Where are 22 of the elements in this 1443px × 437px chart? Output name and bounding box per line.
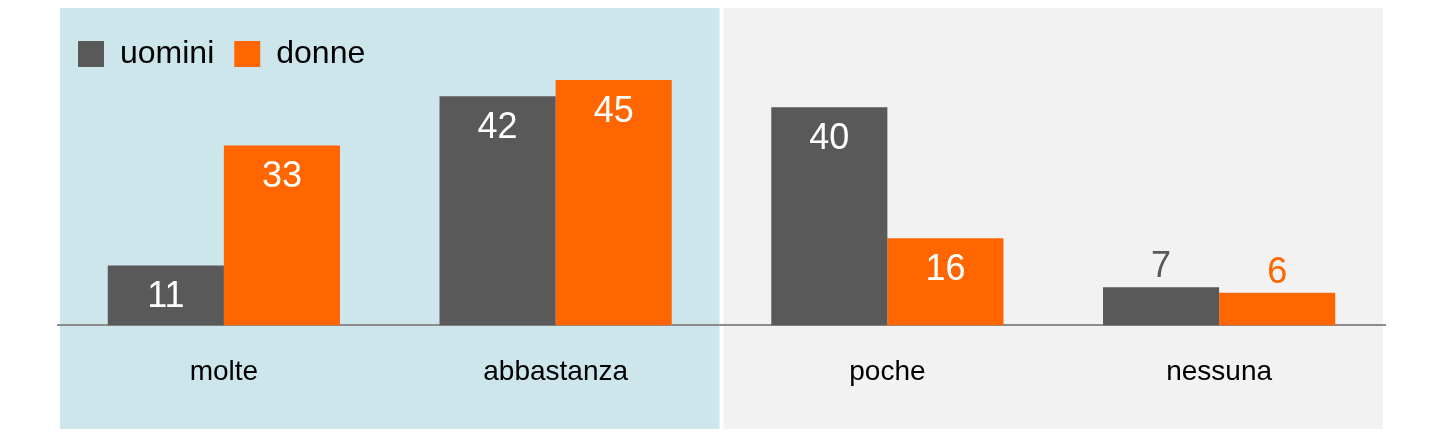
bar [223, 145, 340, 326]
data-label: 6 [1267, 249, 1288, 291]
data-label: 40 [809, 116, 850, 158]
data-label: 45 [593, 88, 634, 130]
bar [1219, 292, 1336, 326]
data-label: 33 [261, 154, 302, 196]
data-label: 42 [477, 105, 518, 147]
bar [439, 96, 556, 326]
legend-label: donne [276, 33, 366, 70]
x-tick-label: abbastanza [483, 354, 629, 386]
x-tick-label: poche [849, 354, 926, 386]
bar [107, 265, 224, 326]
bar [771, 107, 888, 326]
bar [555, 80, 672, 326]
bar [1103, 287, 1220, 326]
data-label: 7 [1151, 244, 1172, 286]
x-tick-label: molte [189, 354, 259, 386]
x-tick-label: nessuna [1166, 354, 1273, 386]
data-label: 16 [925, 247, 966, 289]
legend-label: uomini [120, 33, 215, 70]
bar [887, 238, 1004, 326]
data-label: 11 [147, 274, 185, 316]
